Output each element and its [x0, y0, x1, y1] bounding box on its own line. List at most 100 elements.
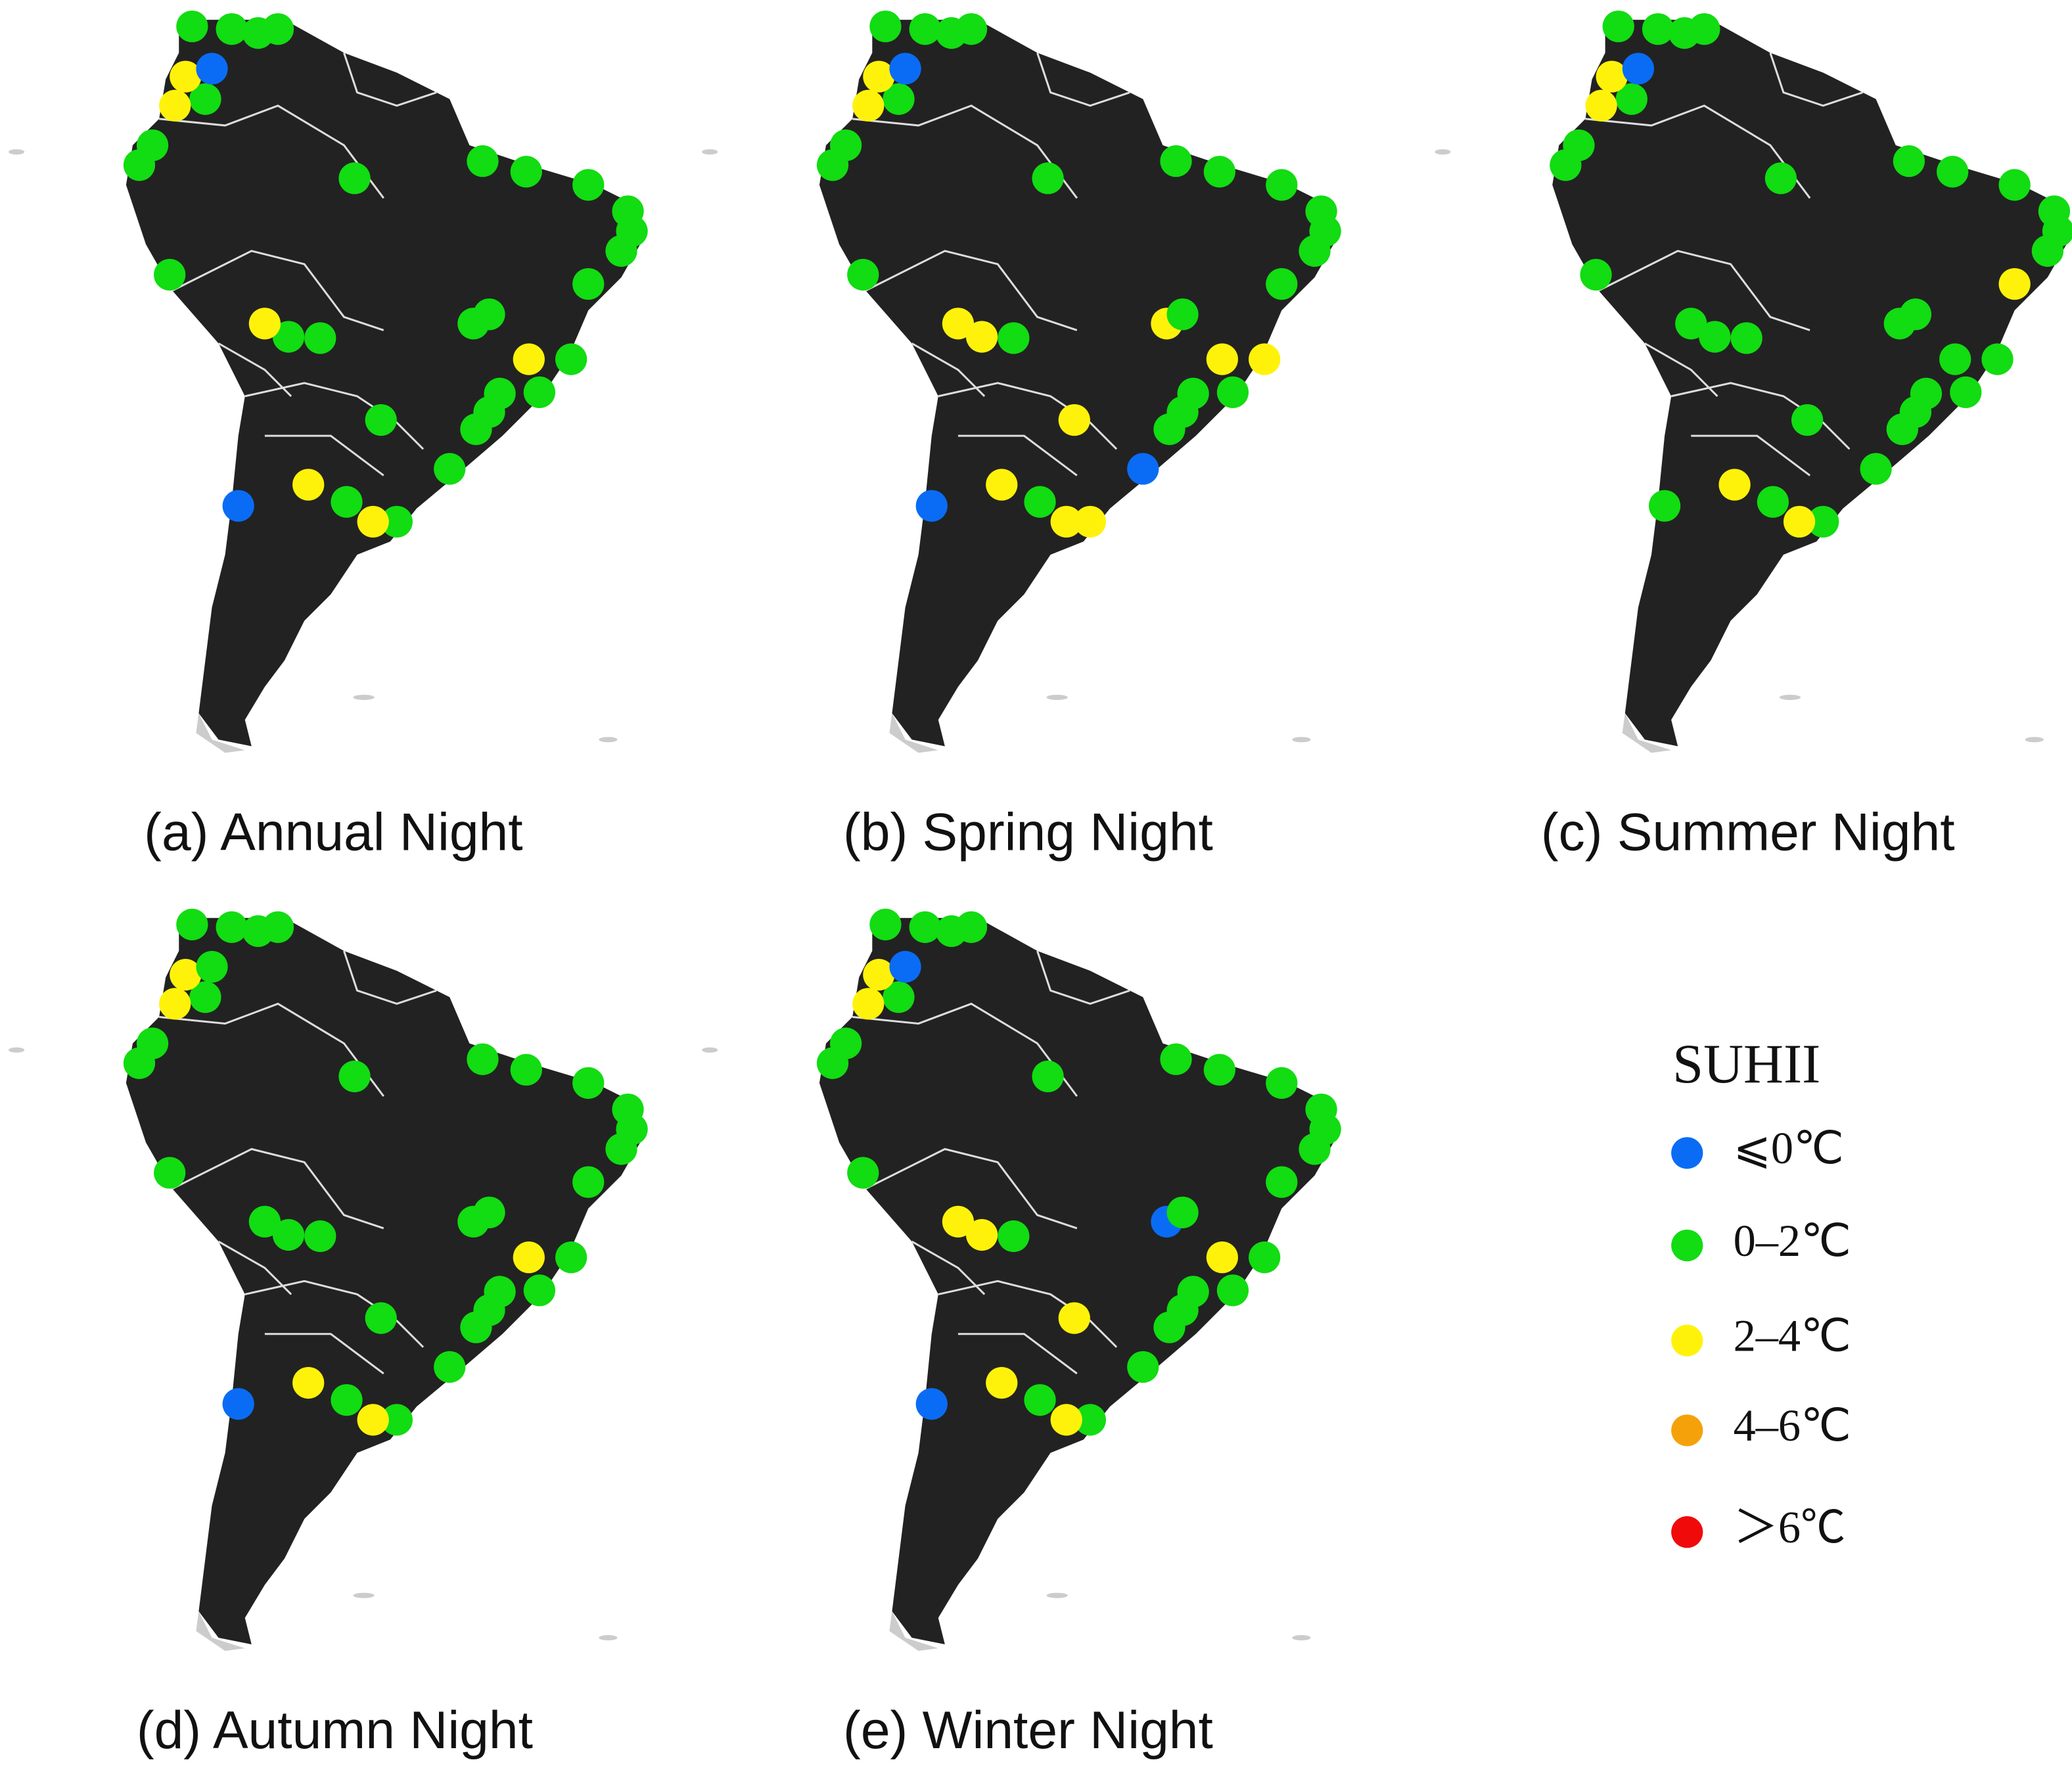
city-dot	[513, 1241, 545, 1274]
city-dot	[434, 1351, 466, 1383]
city-dot	[998, 1220, 1030, 1253]
city-dot	[1622, 53, 1655, 85]
city-dot	[1074, 1404, 1107, 1436]
city-dot	[2031, 235, 2063, 267]
legend-label: ＞6℃	[1734, 1502, 1846, 1552]
city-dot	[1166, 298, 1199, 331]
city-dot	[1058, 1302, 1090, 1334]
city-dot	[338, 162, 371, 195]
city-dot	[365, 404, 397, 436]
city-dot	[1783, 505, 1816, 538]
city-dot	[1730, 322, 1762, 354]
city-dot	[154, 258, 186, 291]
city-dot	[1032, 162, 1064, 195]
map-panel	[701, 11, 1343, 754]
city-dot	[1791, 404, 1824, 436]
city-dot	[915, 1388, 948, 1420]
city-dot	[1807, 505, 1839, 538]
panel-caption: (c) Summer Night	[1541, 802, 1955, 862]
city-dot	[605, 1133, 637, 1165]
city-dot	[216, 911, 248, 943]
city-dot	[304, 322, 336, 354]
city-dot	[1585, 89, 1617, 122]
city-dot	[915, 490, 948, 522]
city-dot	[965, 321, 998, 353]
city-dot	[338, 1060, 371, 1092]
city-dot	[222, 1388, 254, 1420]
city-dot	[555, 1241, 587, 1274]
city-dot	[331, 486, 363, 518]
city-dot	[136, 129, 169, 162]
city-dot	[909, 911, 941, 943]
city-dot	[159, 89, 191, 122]
city-dot	[380, 1404, 413, 1436]
city-dot	[1127, 1351, 1159, 1383]
city-dot	[513, 343, 545, 375]
legend-label: 2–4℃	[1734, 1310, 1851, 1360]
city-dot	[304, 1220, 336, 1253]
city-dot	[473, 1196, 505, 1228]
city-dot	[170, 958, 202, 991]
map-panel	[701, 908, 1343, 1652]
city-dot	[1860, 453, 1892, 485]
city-dot	[883, 981, 915, 1013]
city-dot	[965, 1218, 998, 1251]
city-dot	[572, 169, 605, 201]
city-dot	[1160, 145, 1192, 177]
city-dot	[955, 911, 988, 943]
city-dot	[863, 958, 895, 991]
legend-label: ⩽0℃	[1734, 1123, 1844, 1173]
city-dot	[1937, 156, 1969, 188]
city-dot	[272, 1218, 305, 1251]
city-dot	[572, 1067, 605, 1100]
city-dot	[159, 988, 191, 1020]
city-dot	[1648, 490, 1681, 522]
city-dot	[189, 981, 221, 1013]
city-dot	[889, 950, 921, 983]
city-dot	[1886, 413, 1918, 446]
city-dot	[869, 11, 902, 43]
legend-swatch	[1671, 1414, 1703, 1447]
city-dot	[1981, 343, 2014, 375]
city-dot	[1299, 1133, 1331, 1165]
city-dot	[955, 13, 988, 45]
legend-title: SUHII	[1672, 1034, 1820, 1095]
city-dot	[357, 505, 389, 538]
map-panel	[1433, 11, 2072, 754]
legend-swatch	[1671, 1137, 1703, 1169]
city-dot	[434, 453, 466, 485]
city-dot	[847, 1157, 879, 1189]
city-dot	[1899, 298, 1932, 331]
city-dot	[1058, 404, 1090, 436]
city-dot	[1050, 505, 1082, 538]
legend-swatch	[1671, 1324, 1703, 1356]
city-dot	[216, 13, 248, 45]
city-dot	[1998, 169, 2031, 201]
city-dot	[1166, 1196, 1199, 1228]
city-dot	[852, 89, 885, 122]
city-dot	[1757, 486, 1789, 518]
city-dot	[1160, 1043, 1192, 1075]
city-dot	[460, 1311, 492, 1343]
city-dot	[1216, 1274, 1249, 1307]
city-dot	[523, 1274, 555, 1307]
city-dot	[942, 1205, 975, 1238]
city-dot	[1596, 60, 1628, 93]
city-dot	[1688, 13, 1720, 45]
legend-swatch	[1671, 1229, 1703, 1262]
city-dot	[1153, 1311, 1186, 1343]
city-dot	[196, 950, 228, 983]
city-dot	[1206, 1241, 1238, 1274]
city-dot	[883, 83, 915, 115]
city-dot	[1032, 1060, 1064, 1092]
city-dot	[170, 60, 202, 93]
city-dot	[1266, 267, 1298, 300]
city-dot	[523, 376, 555, 408]
city-dot	[467, 145, 499, 177]
city-dot	[986, 469, 1018, 501]
city-dot	[222, 490, 254, 522]
city-dot	[1074, 505, 1107, 538]
city-dot	[1206, 343, 1238, 375]
legend-swatch	[1671, 1516, 1703, 1548]
